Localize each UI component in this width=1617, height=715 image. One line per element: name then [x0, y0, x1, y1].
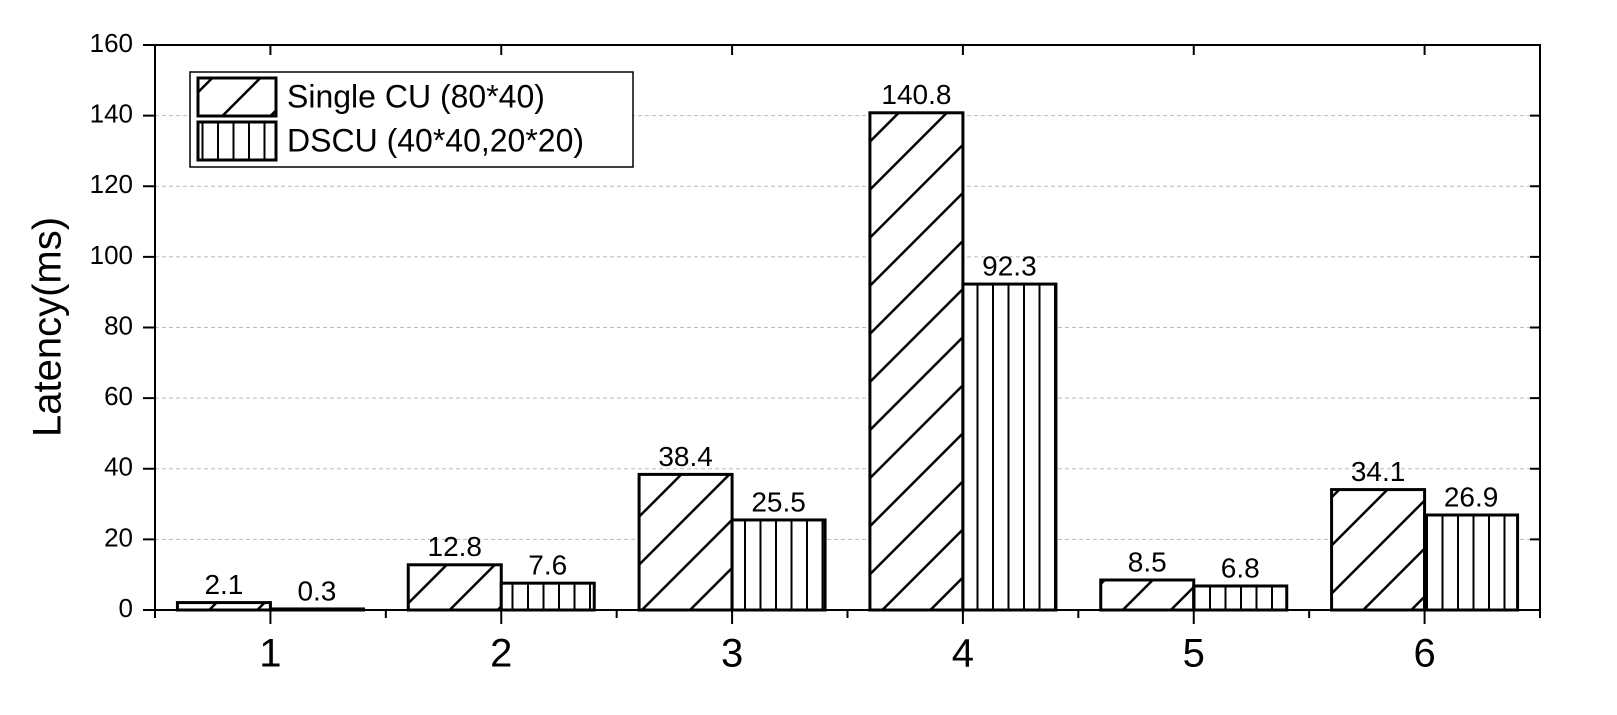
bar	[1330, 488, 1427, 612]
data-label: 8.5	[1128, 546, 1167, 577]
bar	[637, 472, 734, 612]
legend-swatch	[196, 120, 278, 162]
x-tick-label: 1	[259, 632, 281, 676]
bar	[175, 601, 272, 612]
legend-swatch	[196, 76, 278, 118]
bar	[499, 581, 596, 612]
bar	[1423, 513, 1520, 612]
y-tick-label: 160	[90, 28, 133, 58]
data-label: 34.1	[1351, 456, 1406, 487]
y-tick-label: 40	[104, 452, 133, 482]
bar	[1192, 584, 1289, 612]
y-tick-label: 0	[119, 593, 133, 623]
data-label: 6.8	[1221, 552, 1260, 583]
bar	[406, 563, 503, 612]
data-label: 140.8	[881, 79, 951, 110]
data-label: 0.3	[297, 575, 336, 606]
y-axis-label: Latency(ms)	[26, 217, 70, 437]
data-label: 7.6	[528, 550, 567, 581]
x-tick-label: 3	[721, 632, 743, 676]
legend-label: DSCU (40*40,20*20)	[287, 122, 584, 158]
legend-label: Single CU (80*40)	[287, 78, 545, 114]
bar	[730, 518, 827, 612]
y-tick-label: 140	[90, 99, 133, 129]
bar	[961, 282, 1058, 612]
data-label: 92.3	[982, 250, 1037, 281]
y-tick-label: 60	[104, 381, 133, 411]
data-label: 2.1	[204, 569, 243, 600]
x-tick-label: 4	[952, 632, 974, 676]
data-label: 12.8	[428, 531, 483, 562]
data-label: 25.5	[751, 486, 806, 517]
bar	[868, 111, 965, 612]
x-tick-label: 2	[490, 632, 512, 676]
y-tick-label: 80	[104, 310, 133, 340]
data-label: 38.4	[658, 441, 713, 472]
bar	[1099, 578, 1196, 612]
x-tick-label: 5	[1183, 632, 1205, 676]
y-tick-label: 100	[90, 240, 133, 270]
y-tick-label: 120	[90, 169, 133, 199]
y-tick-label: 20	[104, 522, 133, 552]
data-label: 26.9	[1444, 481, 1499, 512]
plot-frame	[154, 44, 1541, 611]
x-tick-label: 6	[1413, 632, 1435, 676]
